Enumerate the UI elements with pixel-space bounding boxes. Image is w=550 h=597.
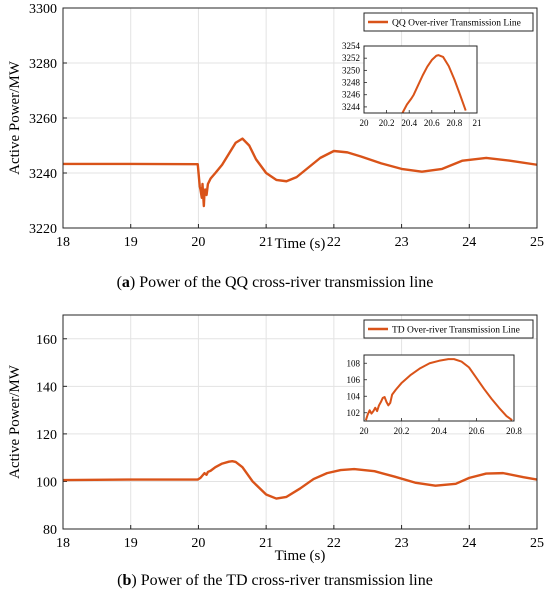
x-axis-label: Time (s) [275, 236, 326, 252]
inset-x-tick-label: 21 [473, 118, 482, 128]
x-tick-label: 22 [327, 235, 341, 250]
x-tick-label: 20 [191, 536, 205, 551]
plot-frame [62, 7, 538, 229]
caption-b: (b) Power of the TD cross-river transmis… [117, 572, 433, 589]
y-tick-label: 3280 [29, 57, 57, 72]
series-line [62, 460, 538, 500]
legend-label: QQ Over-river Transmission Line [392, 19, 521, 29]
y-tick-label: 3220 [29, 222, 57, 237]
plot-frame [62, 314, 538, 530]
inset-y-tick-label: 3246 [342, 90, 361, 100]
x-tick-label: 21 [259, 235, 273, 250]
inset-x-tick-label: 20.4 [401, 118, 417, 128]
inset-series-line [364, 358, 513, 421]
x-axis-label: Time (s) [275, 548, 326, 564]
y-tick-label: 140 [36, 380, 57, 395]
legend-box [363, 12, 534, 32]
inset-x-tick-label: 20.8 [506, 426, 522, 436]
inset-x-tick-label: 20.6 [424, 118, 440, 128]
chart-a: 18 19 20 21 22 23 24 25 3220 3240 3260 3280 3300 Time… [7, 2, 544, 252]
x-tick-label: 23 [395, 536, 409, 551]
inset-x-tick-label: 20 [360, 426, 370, 436]
inset-chart: 20 20.2 20.4 20.6 20.8 21 3244 3246 3248 3250 3252… [342, 41, 482, 128]
inset-x-tick-label: 20 [360, 118, 370, 128]
inset-y-tick-label: 104 [347, 391, 361, 401]
inset-y-tick-label: 102 [347, 408, 361, 418]
x-tick-label: 23 [395, 235, 409, 250]
inset-y-tick-label: 108 [347, 358, 361, 368]
y-axis-label: Active Power/MW [7, 60, 23, 175]
x-tick-label: 25 [530, 536, 544, 551]
inset-background [364, 355, 514, 421]
inset-y-tick-label: 3250 [342, 65, 361, 75]
inset-frame [363, 45, 478, 114]
caption-a-label: a [121, 274, 130, 291]
y-tick-label: 3240 [29, 167, 57, 182]
y-tick-label: 3300 [29, 2, 57, 17]
x-tick-label: 22 [327, 536, 341, 551]
x-tick-label: 24 [462, 536, 476, 551]
y-tick-label: 120 [36, 428, 57, 443]
inset-x-tick-label: 20.2 [394, 426, 410, 436]
inset-x-tick-label: 20.4 [431, 426, 447, 436]
y-tick-label: 80 [43, 523, 57, 538]
x-tick-label: 18 [56, 235, 70, 250]
x-tick-label: 20 [191, 235, 205, 250]
x-tick-label: 18 [56, 536, 70, 551]
legend-box [363, 319, 534, 339]
inset-y-tick-label: 3248 [342, 78, 361, 88]
inset-y-tick-label: 3244 [342, 102, 361, 112]
y-tick-label: 3260 [29, 112, 57, 127]
inset-y-tick-label: 3252 [342, 53, 360, 63]
x-tick-label: 19 [124, 536, 138, 551]
inset-y-tick-label: 106 [347, 375, 361, 385]
x-tick-label: 25 [530, 235, 544, 250]
x-tick-label: 24 [462, 235, 476, 250]
inset-x-tick-label: 20.8 [447, 118, 463, 128]
legend-label: TD Over-river Transmission Line [392, 326, 520, 336]
inset-series-line [401, 54, 467, 113]
chart-b: 18 19 20 21 22 23 24 25 80 100 120 140 160 Time (s) Ac… [7, 314, 544, 564]
caption-b-text: Power of the TD cross-river transmission… [140, 572, 433, 589]
y-tick-label: 100 [36, 475, 57, 490]
x-tick-label: 19 [124, 235, 138, 250]
inset-y-tick-label: 3254 [342, 41, 361, 51]
caption-a-text: Power of the QQ cross-river transmission… [139, 274, 434, 291]
y-tick-label: 160 [36, 333, 57, 348]
series-line [63, 137, 538, 208]
inset-chart: 20 20.2 20.4 20.6 20.8 102 104 106 108 [347, 354, 522, 436]
x-tick-label: 21 [259, 536, 273, 551]
y-axis-label: Active Power/MW [7, 364, 23, 479]
caption-b-label: b [122, 572, 132, 589]
inset-x-tick-label: 20.6 [469, 426, 485, 436]
caption-a: (a) Power of the QQ cross-river transmis… [116, 274, 434, 291]
inset-x-tick-label: 20.2 [379, 118, 395, 128]
